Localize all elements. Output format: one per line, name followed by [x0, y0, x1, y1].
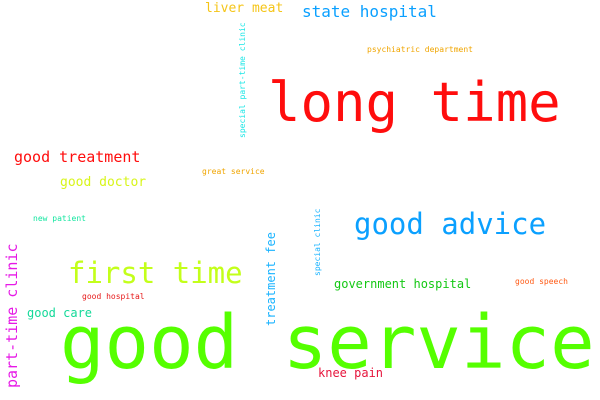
word-good-hospital: good hospital	[82, 292, 145, 301]
word-good-doctor: good doctor	[60, 175, 147, 190]
word-liver-meat: liver meat	[205, 1, 284, 16]
word-good-care: good care	[27, 306, 93, 320]
word-good-service: good service	[60, 300, 595, 386]
word-good-speech: good speech	[515, 277, 568, 286]
word-government-hospital: government hospital	[334, 277, 472, 291]
word-state-hospital: state hospital	[302, 2, 437, 21]
word-treatment-fee: treatment fee	[264, 232, 278, 326]
word-good-treatment: good treatment	[14, 148, 141, 166]
word-great-service: great service	[202, 167, 265, 176]
word-special-clinic: special clinic	[313, 208, 322, 276]
word-part-time-clinic: part-time clinic	[3, 243, 21, 389]
word-special-part-time-clinic: special part-time clinic	[238, 22, 247, 138]
word-first-time: first time	[68, 256, 243, 290]
word-long-time: long time	[268, 71, 561, 134]
word-good-advice: good advice	[354, 207, 547, 241]
word-new-patient: new patient	[33, 214, 86, 223]
word-psychiatric-department: psychiatric department	[367, 45, 473, 54]
word-knee-pain: knee pain	[318, 366, 384, 380]
